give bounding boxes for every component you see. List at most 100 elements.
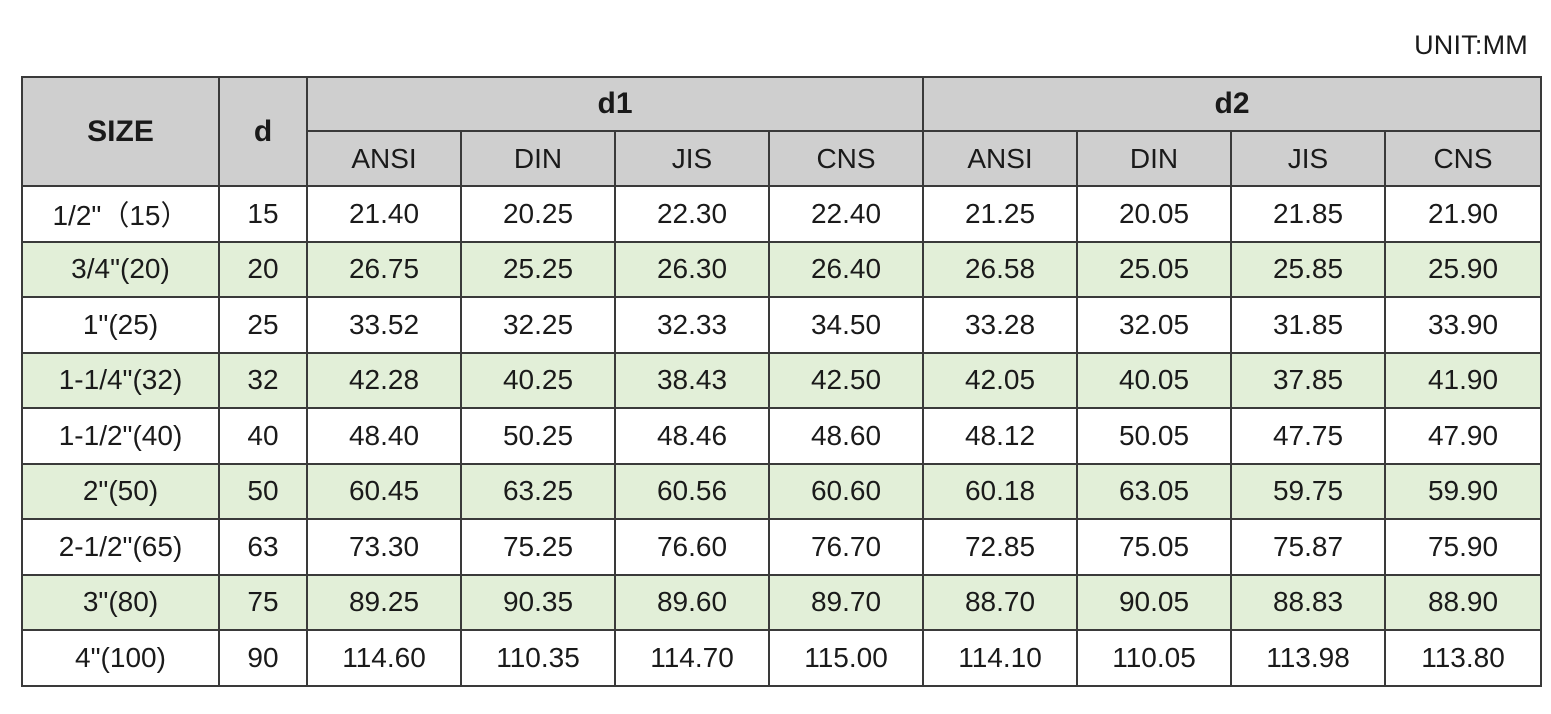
header-d2-ansi: ANSI xyxy=(922,130,1079,187)
cell-d1-jis: 60.56 xyxy=(614,462,770,520)
cell-d: 25 xyxy=(218,296,308,354)
cell-d1-ansi: 89.25 xyxy=(306,573,462,631)
cell-d2-din: 50.05 xyxy=(1076,407,1233,465)
cell-d2-ansi: 26.58 xyxy=(922,240,1079,298)
cell-d1-ansi: 60.45 xyxy=(306,462,462,520)
cell-size: 3"(80) xyxy=(21,573,220,631)
cell-d2-din: 90.05 xyxy=(1076,573,1233,631)
table-row: 1-1/4"(32) 32 42.28 40.25 38.43 42.50 42.05 40.… xyxy=(21,351,1543,409)
cell-d1-cns: 60.60 xyxy=(767,462,925,520)
header-size: SIZE xyxy=(21,76,220,187)
cell-d1-cns: 89.70 xyxy=(767,573,925,631)
header-d1-ansi: ANSI xyxy=(306,130,462,187)
cell-d1-ansi: 48.40 xyxy=(306,407,462,465)
cell-d: 32 xyxy=(218,351,308,409)
cell-size: 1"(25) xyxy=(21,296,220,354)
cell-size: 2-1/2"(65) xyxy=(21,518,220,576)
table-row: 2-1/2"(65) 63 73.30 75.25 76.60 76.70 72.85 75.… xyxy=(21,518,1543,576)
cell-d1-din: 20.25 xyxy=(460,185,616,243)
cell-d1-din: 25.25 xyxy=(460,240,616,298)
cell-d2-cns: 21.90 xyxy=(1384,185,1543,243)
cell-d2-din: 25.05 xyxy=(1076,240,1233,298)
cell-d1-cns: 115.00 xyxy=(767,629,925,687)
cell-d2-jis: 75.87 xyxy=(1230,518,1387,576)
cell-d1-din: 75.25 xyxy=(460,518,616,576)
cell-d2-jis: 59.75 xyxy=(1230,462,1387,520)
cell-d1-cns: 22.40 xyxy=(767,185,925,243)
cell-d2-jis: 88.83 xyxy=(1230,573,1387,631)
cell-d1-jis: 22.30 xyxy=(614,185,770,243)
header-d1: d1 xyxy=(305,76,925,132)
cell-d2-din: 40.05 xyxy=(1076,351,1233,409)
table-row: 2"(50) 50 60.45 63.25 60.56 60.60 60.18 63.05 59… xyxy=(21,462,1543,520)
dimension-table: SIZE d d1 d2 ANSI DIN JIS CNS ANSI DIN J… xyxy=(21,76,1543,687)
cell-d: 50 xyxy=(218,462,308,520)
cell-d1-jis: 32.33 xyxy=(614,296,770,354)
cell-d2-jis: 31.85 xyxy=(1230,296,1387,354)
cell-d2-din: 32.05 xyxy=(1076,296,1233,354)
cell-d2-cns: 88.90 xyxy=(1384,573,1543,631)
header-d: d xyxy=(218,76,308,187)
cell-d: 40 xyxy=(218,407,308,465)
cell-size: 1/2"（15） xyxy=(21,185,220,243)
cell-size: 3/4"(20) xyxy=(21,240,220,298)
cell-d2-ansi: 21.25 xyxy=(922,185,1079,243)
cell-d2-ansi: 114.10 xyxy=(922,629,1079,687)
cell-d1-din: 110.35 xyxy=(460,629,616,687)
cell-d2-jis: 113.98 xyxy=(1230,629,1387,687)
cell-d2-ansi: 33.28 xyxy=(922,296,1079,354)
header-d2-din: DIN xyxy=(1076,130,1233,187)
cell-d: 90 xyxy=(218,629,308,687)
cell-d2-ansi: 72.85 xyxy=(922,518,1079,576)
cell-d1-cns: 76.70 xyxy=(767,518,925,576)
cell-d: 15 xyxy=(218,185,308,243)
cell-d1-jis: 26.30 xyxy=(614,240,770,298)
cell-d1-cns: 42.50 xyxy=(767,351,925,409)
cell-d1-din: 63.25 xyxy=(460,462,616,520)
cell-d1-cns: 48.60 xyxy=(767,407,925,465)
cell-d1-jis: 89.60 xyxy=(614,573,770,631)
cell-d1-din: 32.25 xyxy=(460,296,616,354)
table-row: 1/2"（15） 15 21.40 20.25 22.30 22.40 21.25 20.05… xyxy=(21,185,1543,243)
cell-d1-jis: 48.46 xyxy=(614,407,770,465)
header-d2: d2 xyxy=(922,76,1543,132)
header-d1-jis: JIS xyxy=(614,130,770,187)
cell-d1-jis: 38.43 xyxy=(614,351,770,409)
table-body: 1/2"（15） 15 21.40 20.25 22.30 22.40 21.25 20.05… xyxy=(21,185,1543,687)
unit-label: UNIT:MM xyxy=(1414,30,1528,60)
table-row: 3"(80) 75 89.25 90.35 89.60 89.70 88.70 90.05 88… xyxy=(21,573,1543,631)
cell-d2-cns: 33.90 xyxy=(1384,296,1543,354)
table-row: 3/4"(20) 20 26.75 25.25 26.30 26.40 26.58 25.05… xyxy=(21,240,1543,298)
cell-d2-jis: 37.85 xyxy=(1230,351,1387,409)
header-d1-cns: CNS xyxy=(767,130,925,187)
cell-d2-din: 75.05 xyxy=(1076,518,1233,576)
cell-d2-jis: 47.75 xyxy=(1230,407,1387,465)
cell-d1-ansi: 42.28 xyxy=(306,351,462,409)
cell-d2-cns: 25.90 xyxy=(1384,240,1543,298)
cell-d2-cns: 59.90 xyxy=(1384,462,1543,520)
cell-d1-ansi: 73.30 xyxy=(306,518,462,576)
cell-size: 1-1/4"(32) xyxy=(21,351,220,409)
cell-size: 2"(50) xyxy=(21,462,220,520)
cell-d2-cns: 75.90 xyxy=(1384,518,1543,576)
cell-d2-ansi: 42.05 xyxy=(922,351,1079,409)
cell-d1-ansi: 26.75 xyxy=(306,240,462,298)
table-row: 1-1/2"(40) 40 48.40 50.25 48.46 48.60 48.12 50.… xyxy=(21,407,1543,465)
cell-d2-jis: 25.85 xyxy=(1230,240,1387,298)
cell-d1-cns: 34.50 xyxy=(767,296,925,354)
cell-d1-din: 50.25 xyxy=(460,407,616,465)
cell-d1-din: 90.35 xyxy=(460,573,616,631)
cell-d: 63 xyxy=(218,518,308,576)
cell-size: 1-1/2"(40) xyxy=(21,407,220,465)
cell-d2-din: 63.05 xyxy=(1076,462,1233,520)
cell-d1-ansi: 114.60 xyxy=(306,629,462,687)
cell-d2-cns: 113.80 xyxy=(1384,629,1543,687)
cell-d2-ansi: 48.12 xyxy=(922,407,1079,465)
cell-d2-cns: 47.90 xyxy=(1384,407,1543,465)
cell-d: 75 xyxy=(218,573,308,631)
table-row: 4"(100) 90 114.60 110.35 114.70 115.00 114.10 1… xyxy=(21,629,1543,687)
cell-d1-ansi: 21.40 xyxy=(306,185,462,243)
header-d2-cns: CNS xyxy=(1384,130,1543,187)
header-d2-jis: JIS xyxy=(1230,130,1387,187)
cell-d2-din: 20.05 xyxy=(1076,185,1233,243)
